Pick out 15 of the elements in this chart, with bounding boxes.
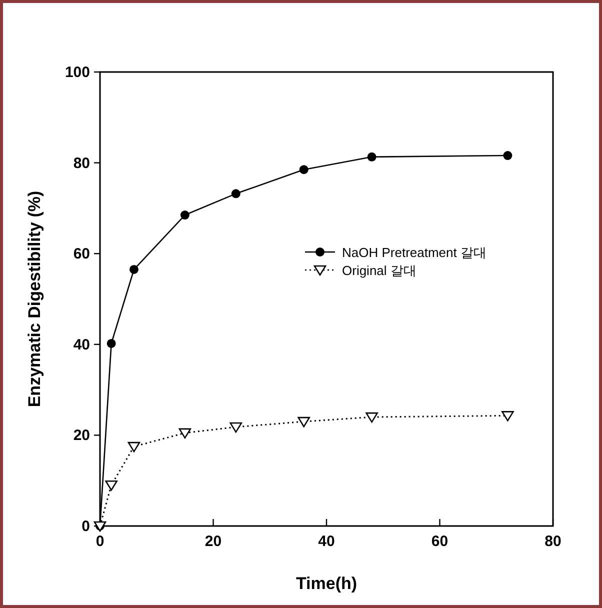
x-tick-label: 40 bbox=[318, 533, 335, 550]
x-tick-label: 80 bbox=[544, 533, 562, 550]
x-tick-label: 0 bbox=[96, 533, 104, 550]
legend-label: Original 갈대 bbox=[342, 263, 416, 278]
y-tick-label: 80 bbox=[73, 154, 90, 172]
y-tick-label: 40 bbox=[73, 336, 90, 354]
x-axis-title: Time(h) bbox=[296, 574, 358, 593]
y-tick-label: 20 bbox=[73, 427, 90, 444]
x-tick-label: 20 bbox=[204, 533, 222, 550]
x-tick-label: 60 bbox=[431, 533, 448, 550]
legend-label: NaOH Pretreatment 갈대 bbox=[342, 245, 486, 260]
y-tick-label: 60 bbox=[73, 246, 90, 263]
y-axis-title: Enzymatic Digestibility (%) bbox=[25, 190, 44, 408]
y-tick-label: 100 bbox=[64, 64, 90, 81]
y-tick-label: 0 bbox=[82, 518, 90, 535]
